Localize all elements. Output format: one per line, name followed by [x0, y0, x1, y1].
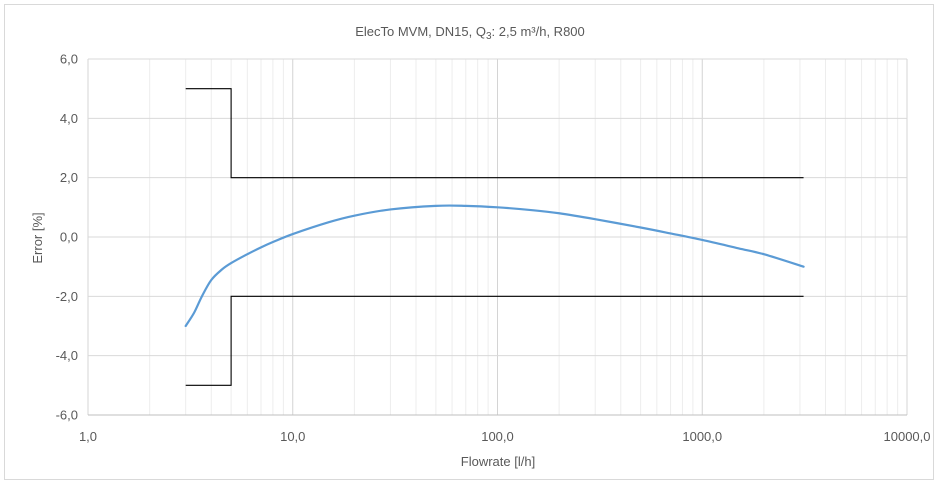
- y-tick-label: 4,0: [60, 111, 78, 126]
- series-error-curve: [184, 204, 805, 328]
- y-tick-label: -2,0: [56, 289, 78, 304]
- y-tick-label: 0,0: [60, 230, 78, 245]
- y-tick-label: -4,0: [56, 348, 78, 363]
- x-tick-label: 10000,0: [884, 429, 931, 444]
- series-upper-limit: [185, 88, 804, 179]
- x-tick-label: 1000,0: [682, 429, 722, 444]
- y-axis-title: Error [%]: [30, 212, 45, 263]
- x-tick-label: 100,0: [481, 429, 514, 444]
- chart-title: ElecTo MVM, DN15, Q3: 2,5 m³/h, R800: [355, 24, 585, 42]
- grid: [87, 58, 908, 416]
- x-tick-label: 10,0: [280, 429, 305, 444]
- series-layer: [184, 88, 805, 386]
- x-tick-label: 1,0: [79, 429, 97, 444]
- series-lower-limit: [185, 295, 804, 386]
- tick-labels: 1,0 10,0 100,0 1000,0 10000,0 -6,0 -4,0 -2,0 0,0…: [56, 52, 931, 445]
- chart-frame: [4, 4, 934, 480]
- y-tick-label: -6,0: [56, 408, 78, 423]
- y-tick-label: 6,0: [60, 52, 78, 67]
- y-tick-label: 2,0: [60, 170, 78, 185]
- x-axis-title: Flowrate [l/h]: [461, 454, 535, 469]
